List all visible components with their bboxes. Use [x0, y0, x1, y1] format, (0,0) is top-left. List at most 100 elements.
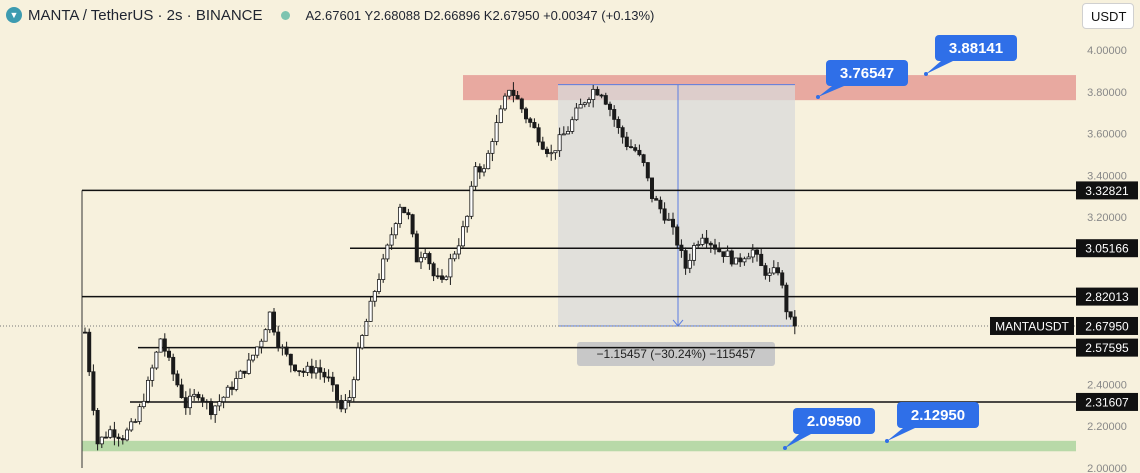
- symbol-tag: MANTAUSDT: [995, 319, 1069, 333]
- candle-body: [414, 233, 419, 263]
- candle-body: [112, 429, 117, 438]
- level-tag: 3.32821: [1085, 184, 1129, 198]
- candle-body: [322, 371, 327, 378]
- level-tag-box: [1076, 239, 1138, 258]
- candles: [83, 82, 797, 451]
- currency-selector[interactable]: USDT: [1082, 3, 1134, 29]
- candle-body: [788, 311, 793, 318]
- candle-body: [200, 397, 205, 402]
- callout-label: 3.76547: [840, 65, 894, 82]
- candle-body: [137, 406, 142, 422]
- candle-body: [469, 185, 474, 217]
- candle-body: [692, 245, 697, 261]
- candle-body: [767, 272, 772, 276]
- candle-body: [410, 214, 415, 235]
- candle-body: [528, 118, 533, 123]
- candle-body: [116, 436, 121, 439]
- candle-body: [658, 199, 663, 210]
- candle-body: [330, 376, 335, 386]
- callout-label: 2.12950: [911, 407, 965, 424]
- candle-body: [725, 250, 730, 257]
- candle-body: [271, 311, 276, 333]
- candle-body: [477, 166, 482, 173]
- candle-body: [301, 370, 306, 373]
- callout-anchor-dot: [924, 72, 928, 76]
- candle-body: [587, 99, 592, 104]
- candle-body: [125, 429, 130, 441]
- candle-body: [339, 399, 344, 410]
- callout-box[interactable]: [826, 60, 908, 86]
- candle-body: [771, 267, 776, 274]
- candle-body: [402, 206, 407, 214]
- candle-body: [259, 340, 264, 348]
- candle-body: [570, 119, 575, 132]
- candle-body: [351, 379, 356, 398]
- candle-body: [683, 250, 688, 269]
- candle-body: [629, 146, 634, 149]
- candle-body: [679, 244, 684, 251]
- candle-body: [490, 141, 495, 154]
- candle-body: [427, 253, 432, 265]
- level-tag-box: [1076, 338, 1138, 357]
- callout-box[interactable]: [935, 35, 1017, 61]
- measure-label: −1.15457 (−30.24%) −115457: [597, 347, 756, 361]
- candle-body: [717, 248, 722, 253]
- candle-body: [280, 346, 285, 349]
- candle-body: [87, 331, 92, 373]
- candle-body: [755, 249, 760, 255]
- candle-body: [763, 265, 768, 276]
- candle-body: [423, 253, 428, 259]
- candle-body: [368, 300, 373, 322]
- candle-body: [229, 386, 234, 390]
- candle-body: [255, 346, 260, 356]
- candle-body: [385, 244, 390, 260]
- candle-body: [397, 206, 402, 225]
- candle-body: [217, 401, 222, 407]
- level-tag: 3.05166: [1085, 242, 1129, 256]
- candle-body: [616, 118, 621, 129]
- callout-box[interactable]: [793, 408, 875, 434]
- candle-body: [696, 244, 701, 246]
- candle-body: [566, 131, 571, 135]
- candle-body: [608, 103, 613, 110]
- candle-body: [196, 393, 201, 399]
- candle-body: [700, 237, 705, 245]
- candle-body: [637, 149, 642, 156]
- candle-body: [595, 88, 600, 96]
- symbol-title[interactable]: MANTA / TetherUS · 2s · BINANCE: [28, 6, 263, 24]
- candle-body: [250, 354, 255, 361]
- candle-body: [624, 136, 629, 148]
- candle-body: [612, 109, 617, 120]
- candle-body: [540, 141, 545, 150]
- last-price-tag: 2.67950: [1085, 319, 1129, 333]
- candle-body: [519, 98, 524, 110]
- candle-body: [536, 127, 541, 143]
- candle-body: [498, 108, 503, 123]
- callout-anchor-dot: [783, 446, 787, 450]
- candle-body: [213, 405, 218, 416]
- candle-body: [721, 251, 726, 257]
- candle-body: [444, 276, 449, 280]
- candle-body: [154, 351, 159, 369]
- candle-body: [704, 237, 709, 244]
- market-status-icon: [280, 10, 290, 20]
- candle-body: [91, 371, 96, 411]
- candle-body: [120, 438, 125, 441]
- candle-body: [780, 272, 785, 286]
- candle-body: [578, 104, 583, 109]
- candle-body: [158, 338, 163, 353]
- candle-body: [141, 400, 146, 408]
- candle-body: [687, 259, 692, 269]
- candle-body: [381, 258, 386, 280]
- level-tag: 2.82013: [1085, 290, 1129, 304]
- candle-body: [326, 376, 331, 379]
- callout-pointer: [887, 428, 915, 441]
- candle-body: [133, 421, 138, 423]
- ohlc-readout: A2.67601 Y2.68088 D2.66896 K2.67950 +0.0…: [305, 7, 655, 23]
- candle-body: [507, 89, 512, 97]
- candle-body: [465, 215, 470, 228]
- support-zone: [82, 440, 1076, 452]
- candle-body: [292, 364, 297, 372]
- callout-box[interactable]: [897, 402, 979, 428]
